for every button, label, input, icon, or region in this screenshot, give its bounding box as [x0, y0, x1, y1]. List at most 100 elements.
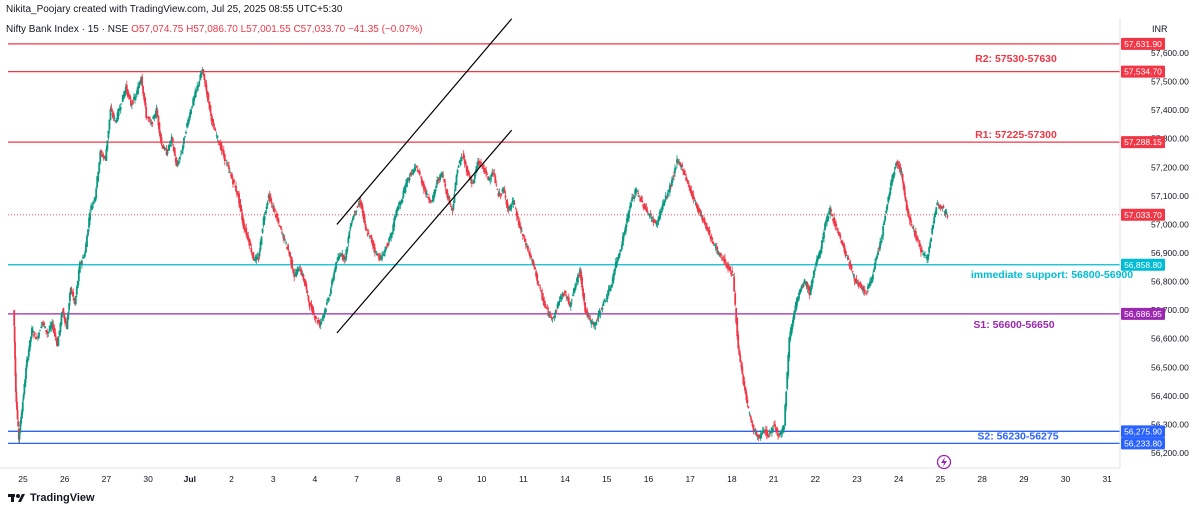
candle-body — [531, 259, 533, 261]
candle-body — [481, 165, 483, 167]
candle-body — [193, 96, 196, 102]
candle-body — [639, 197, 642, 202]
candle-body — [122, 93, 125, 99]
candle-body — [806, 286, 809, 289]
candle-body — [181, 151, 183, 153]
candle-body — [165, 148, 168, 156]
candle-body — [324, 308, 327, 312]
candle-body — [42, 321, 44, 323]
candle-body — [652, 219, 655, 224]
candle-body — [127, 94, 130, 97]
candle-body — [353, 214, 356, 216]
candle-body — [143, 92, 146, 100]
candle-body — [663, 200, 666, 203]
candle-body — [465, 165, 468, 173]
flash-icon[interactable] — [936, 454, 952, 470]
candle-body — [70, 289, 73, 290]
candle-body — [869, 281, 871, 286]
candle-body — [507, 207, 510, 210]
candle-body — [420, 178, 423, 184]
candle-body — [509, 204, 512, 209]
candle-body — [201, 69, 204, 74]
price-tick-label: 56,600.00 — [1151, 334, 1189, 344]
candle-body — [41, 322, 43, 326]
time-tick-label: 11 — [519, 474, 528, 484]
candle-body — [846, 257, 849, 259]
candle-body — [312, 310, 315, 314]
candle-body — [250, 247, 253, 253]
candle-body — [650, 217, 653, 219]
candle-body — [169, 140, 172, 143]
candle-body — [392, 224, 395, 232]
candle-body — [649, 213, 652, 216]
candle-body — [941, 206, 944, 209]
price-tag-label: 57,033.70 — [1124, 210, 1162, 220]
candle-body — [296, 269, 299, 275]
candle-body — [72, 291, 75, 297]
candle-body — [696, 205, 699, 210]
candle-body — [899, 167, 902, 173]
candle-body — [427, 197, 429, 199]
candle-body — [355, 210, 358, 212]
candle-body — [681, 164, 683, 167]
candle-body — [756, 436, 759, 438]
candle-body — [425, 193, 428, 196]
candle-body — [294, 272, 297, 274]
candle-body — [847, 257, 850, 260]
candle-body — [918, 241, 920, 243]
candle-body — [882, 225, 885, 236]
time-tick-label: 18 — [727, 474, 737, 484]
candle-body — [417, 171, 420, 174]
candle-body — [685, 176, 688, 181]
candle-body — [471, 182, 474, 184]
candle-body — [759, 434, 762, 439]
candle-body — [928, 247, 931, 253]
candle-body — [742, 375, 745, 384]
candle-body — [723, 259, 725, 261]
candle-body — [413, 167, 416, 171]
candle-body — [913, 230, 916, 236]
candle-body — [830, 209, 833, 212]
candle-body — [382, 254, 384, 256]
candle-body — [87, 229, 89, 236]
candle-body — [226, 165, 229, 166]
candle-body — [893, 171, 896, 176]
candle-body — [665, 196, 668, 198]
candle-body — [886, 204, 889, 210]
time-tick-label: 14 — [560, 474, 570, 484]
candle-body — [267, 195, 270, 199]
candle-body — [249, 242, 252, 246]
candle-body — [514, 208, 517, 210]
candle-body — [287, 244, 289, 251]
candle-body — [246, 233, 249, 236]
candle-body — [429, 199, 431, 202]
candle-body — [194, 91, 197, 98]
candle-body — [144, 98, 147, 106]
candle-body — [30, 328, 33, 337]
candle-body — [803, 279, 806, 284]
candle-body — [568, 302, 571, 307]
candle-body — [726, 265, 728, 268]
candle-body — [781, 429, 784, 433]
candle-body — [387, 242, 390, 246]
candle-body — [257, 257, 260, 261]
candle-body — [710, 236, 713, 240]
candle-body — [582, 288, 584, 297]
candle-body — [293, 272, 296, 277]
candle-body — [860, 286, 863, 290]
candle-body — [873, 269, 875, 273]
candle-body — [488, 177, 491, 180]
candle-body — [231, 173, 233, 179]
candle-body — [463, 159, 466, 164]
candle-body — [857, 282, 860, 287]
candle-body — [343, 255, 346, 260]
candle-body — [232, 179, 234, 185]
candle-body — [480, 161, 482, 164]
candle-body — [729, 266, 731, 272]
low-value: L57,001.55 — [240, 24, 291, 35]
level-label-S2-high: S2: 56230-56275 — [977, 430, 1058, 442]
candle-body — [309, 302, 312, 306]
candle-body — [55, 338, 58, 342]
candle-body — [705, 223, 708, 230]
